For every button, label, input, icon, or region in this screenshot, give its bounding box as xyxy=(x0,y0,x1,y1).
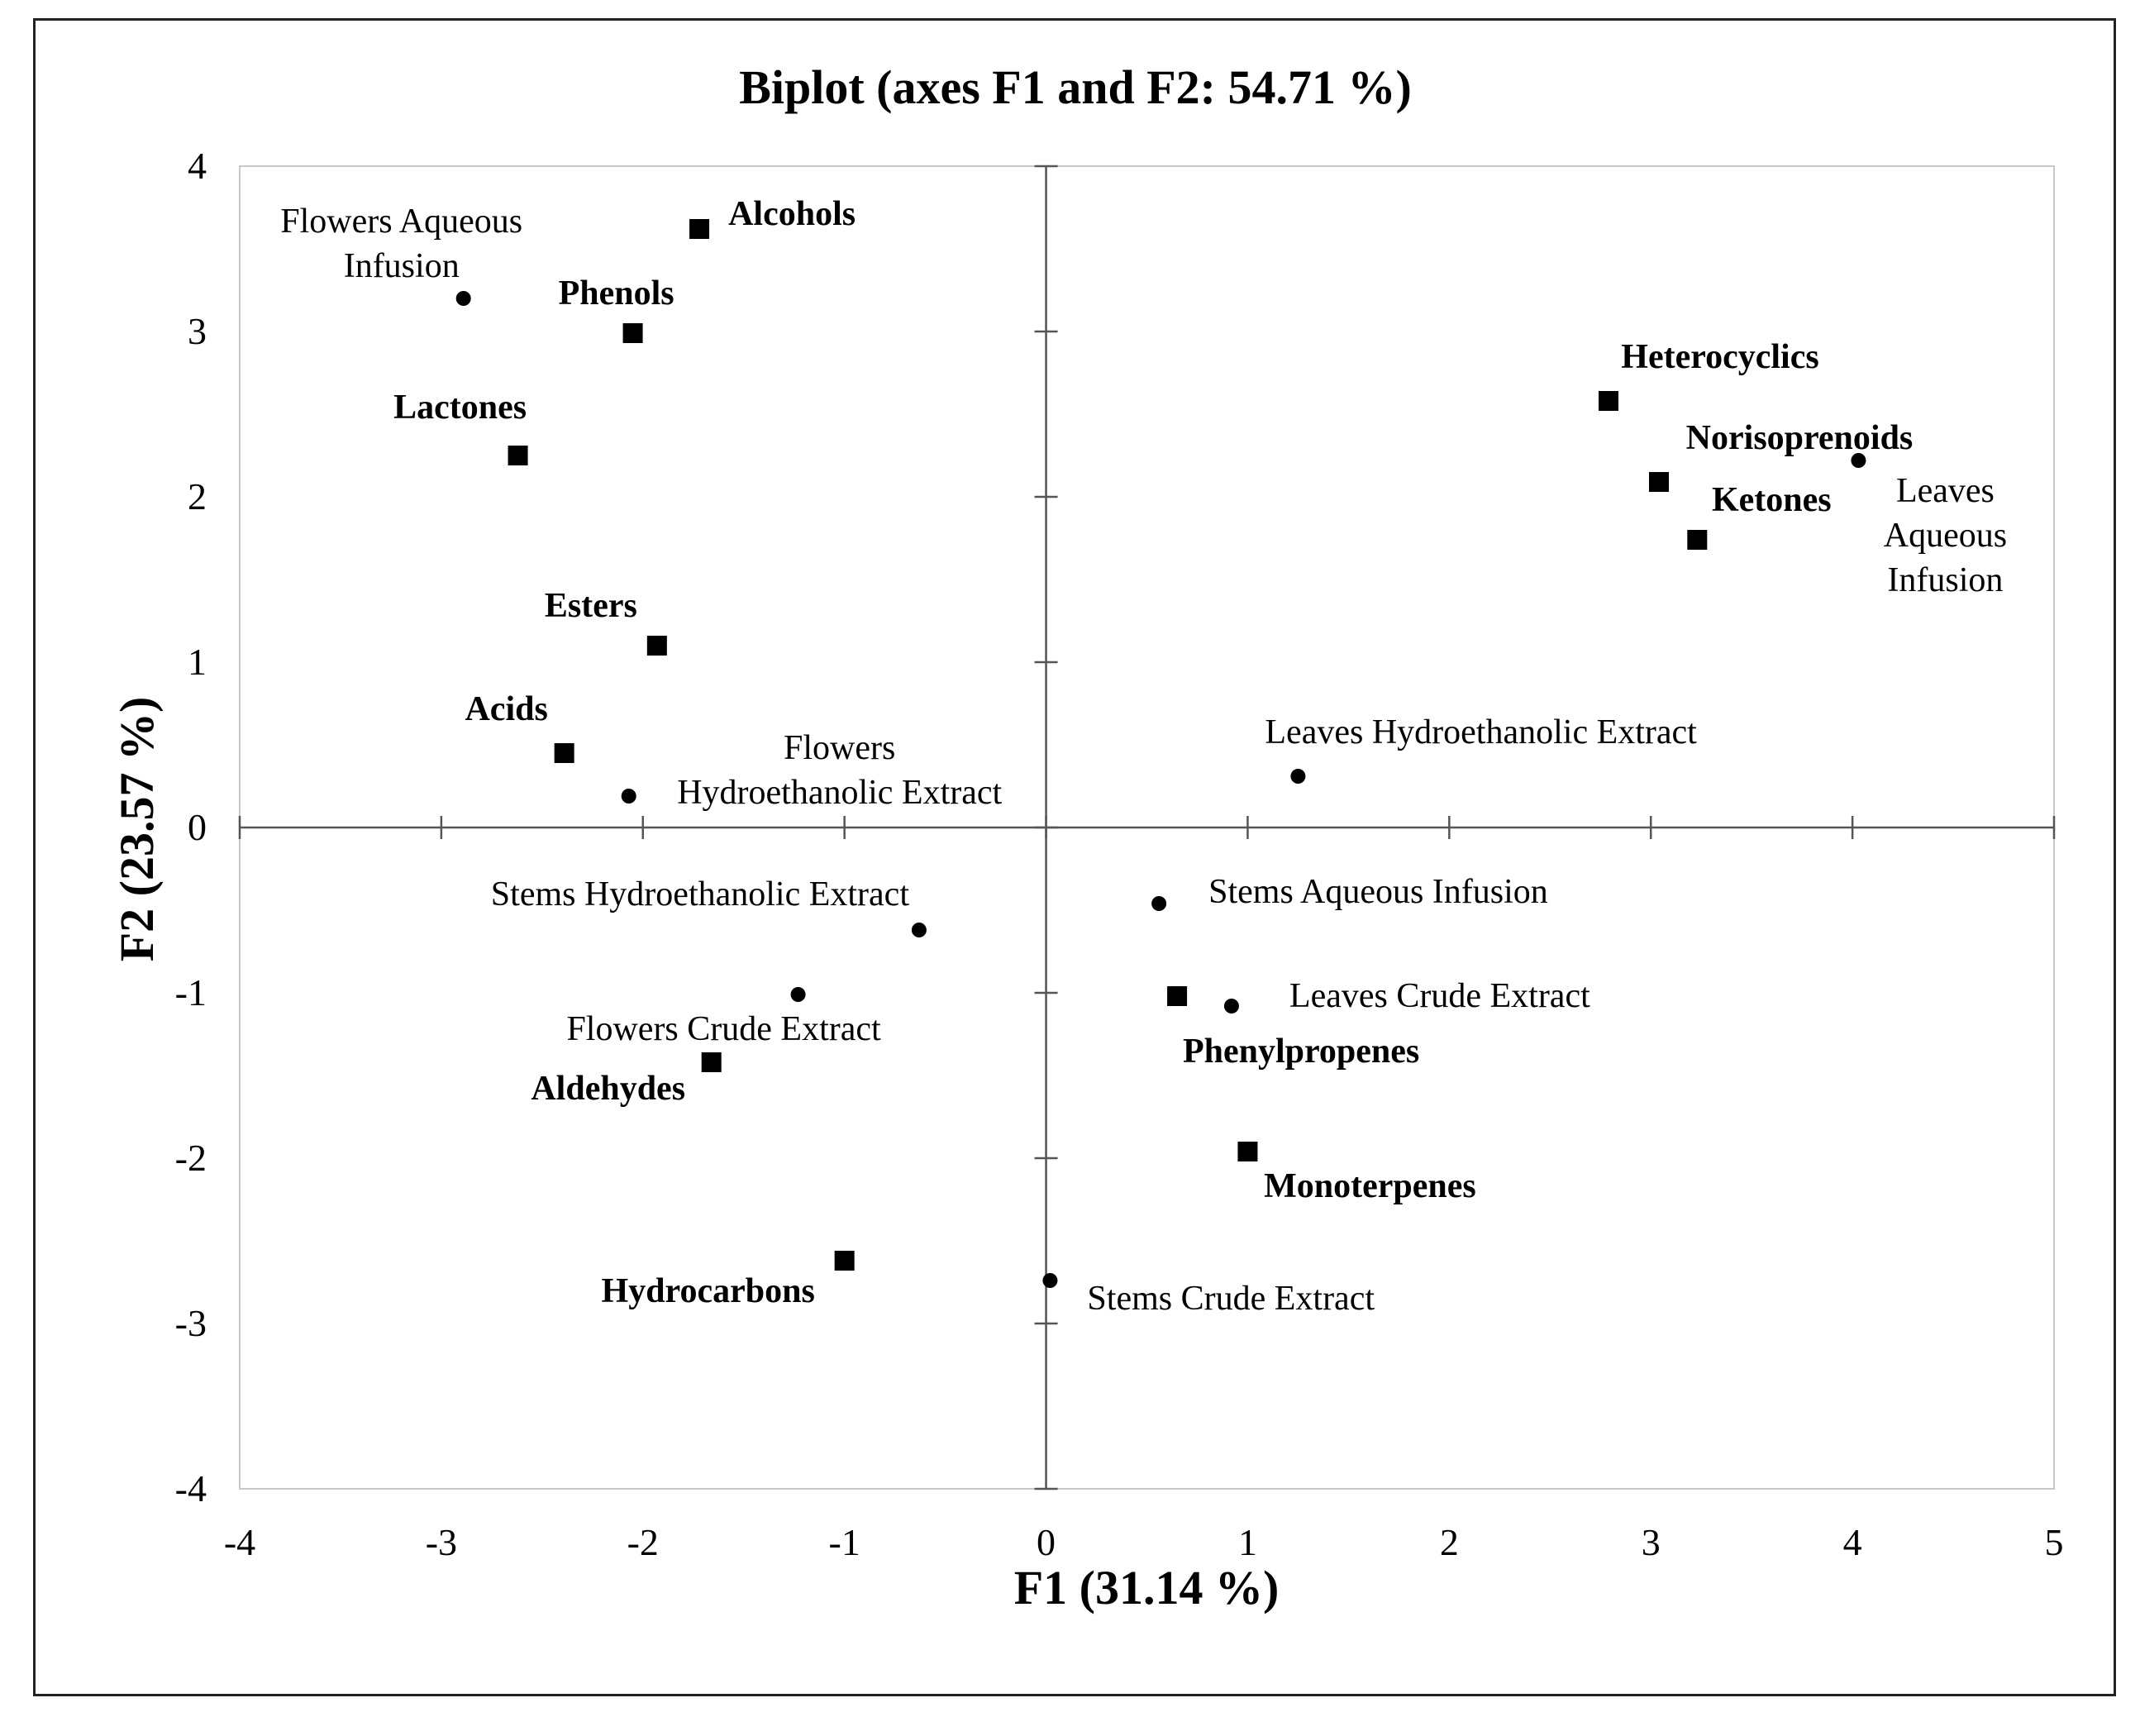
variable-label: Esters xyxy=(545,587,637,625)
x-tick-label: 2 xyxy=(1440,1521,1459,1563)
variable-point xyxy=(554,743,574,763)
observation-label: Leaves Aqueous Infusion xyxy=(1884,472,2007,599)
variable-point xyxy=(834,1251,855,1271)
x-tick-label: 4 xyxy=(1843,1521,1862,1563)
chart-frame: Biplot (axes F1 and F2: 54.71 %) -4 -3 -2-… xyxy=(33,18,2116,1696)
observation-point xyxy=(1042,1273,1058,1288)
y-tick-label: -4 xyxy=(175,1467,207,1509)
observation-label: Stems Crude Extract xyxy=(1087,1280,1375,1318)
variable-point xyxy=(1237,1142,1258,1161)
y-tick-label: 4 xyxy=(188,145,207,187)
observation-label: Stems Hydroethanolic Extract xyxy=(491,875,910,913)
observation-label: Stems Aqueous Infusion xyxy=(1208,873,1548,911)
observation-label: Leaves Hydroethanolic Extract xyxy=(1265,713,1697,751)
y-tick-label: -1 xyxy=(175,971,207,1013)
variable-point xyxy=(689,219,710,239)
x-tick-label: -4 xyxy=(224,1521,255,1563)
observation-point xyxy=(455,291,471,306)
chart-title: Biplot (axes F1 and F2: 54.71 %) xyxy=(739,60,1412,114)
variable-label: Heterocyclics xyxy=(1621,338,1818,376)
biplot-chart: Biplot (axes F1 and F2: 54.71 %) -4-3-2-… xyxy=(110,60,2064,1614)
y-tick-label: 0 xyxy=(188,806,207,848)
x-tick-label: -2 xyxy=(627,1521,659,1563)
y-tick-label: 2 xyxy=(188,475,207,517)
variable-label: Aldehydes xyxy=(531,1070,685,1108)
variable-label: Hydrocarbons xyxy=(602,1272,815,1310)
observation-point xyxy=(1851,453,1866,468)
axes-layer xyxy=(238,165,2056,1490)
tick-labels: -4 -3 -2 -1 0 1 2 3 4 -4 -3 -2 -1 0 1 2 3 4 5 xyxy=(175,145,2064,1563)
variable-label: Acids xyxy=(465,690,547,728)
observation-label: Leaves Crude Extract xyxy=(1289,977,1590,1015)
variable-point xyxy=(508,446,528,465)
observation-label: Flowers Hydroethanolic Extract xyxy=(677,729,1002,812)
observation-point xyxy=(1290,769,1306,784)
variable-label: Norisoprenoids xyxy=(1686,419,1914,457)
variable-point xyxy=(622,323,643,343)
y-tick-label: -2 xyxy=(175,1137,207,1179)
point-labels: Alcohols Phenols Lactones Esters Acids Aldehy… xyxy=(280,195,2007,1318)
x-tick-label: 1 xyxy=(1238,1521,1257,1563)
observation-point xyxy=(621,789,636,804)
y-tick-label: 1 xyxy=(188,641,207,683)
observation-point xyxy=(911,923,927,937)
variable-point xyxy=(1167,986,1188,1006)
x-tick-label: 0 xyxy=(1037,1521,1056,1563)
x-tick-label: -3 xyxy=(426,1521,457,1563)
variable-label: Phenols xyxy=(559,274,674,312)
y-tick-label: -3 xyxy=(175,1302,207,1344)
observation-label: Flowers Aqueous Infusion xyxy=(280,203,522,285)
x-axis-title: F1 (31.14 %) xyxy=(1014,1561,1280,1614)
observation-label: Flowers Crude Extract xyxy=(566,1010,881,1048)
x-tick-label: -1 xyxy=(829,1521,860,1563)
y-axis-title: F2 (23.57 %) xyxy=(110,697,164,962)
variable-label: Phenylpropenes xyxy=(1183,1033,1419,1071)
x-tick-label: 3 xyxy=(1642,1521,1661,1563)
observation-point xyxy=(790,987,806,1002)
observation-point xyxy=(1151,896,1167,911)
variable-point xyxy=(1599,391,1619,411)
variable-label: Lactones xyxy=(393,389,527,427)
variable-label: Alcohols xyxy=(728,195,856,233)
variable-point xyxy=(1648,472,1669,492)
observation-point xyxy=(1223,999,1239,1013)
data-points xyxy=(455,219,1866,1288)
x-tick-label: 5 xyxy=(2045,1521,2064,1563)
variable-point xyxy=(701,1052,722,1072)
variable-point xyxy=(1687,530,1708,550)
y-tick-label: 3 xyxy=(188,310,207,352)
variable-point xyxy=(646,636,667,656)
variable-label: Ketones xyxy=(1712,481,1832,519)
variable-label: Monoterpenes xyxy=(1264,1167,1476,1205)
